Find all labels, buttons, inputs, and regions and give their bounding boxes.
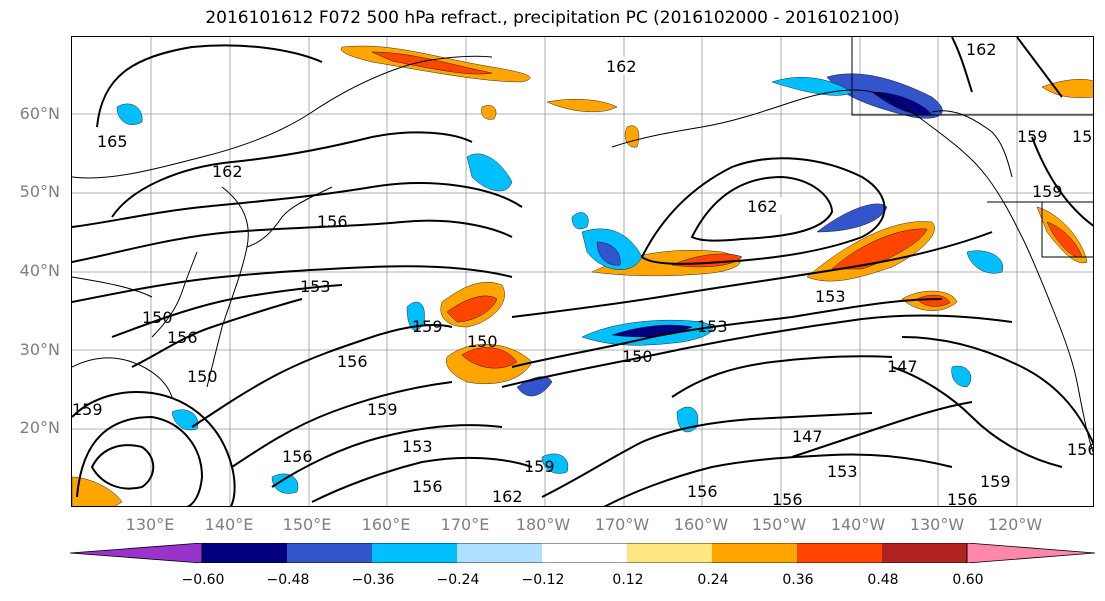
lon-label-170w: 170°W [594,515,650,534]
lat-label-20n: 20°N [19,418,60,437]
lon-label-170e: 170°E [440,515,490,534]
lon-label-140w: 140°W [830,515,886,534]
colorbar [70,543,1095,563]
contour-label: 150 [467,332,498,351]
contour-label: 159 [412,317,443,336]
contour-label: 153 [402,437,433,456]
contour-label: 156 [687,482,718,501]
colorbar-extend-low [70,543,203,563]
colorbar-segment [797,543,882,563]
contour-label: 156 [167,328,198,347]
contour-label: 162 [492,487,523,506]
contour-label: 156 [947,490,978,507]
precip-anomaly-fields [72,45,1093,506]
colorbar-tick: −0.24 [436,572,480,588]
contour-label: 159 [1017,127,1048,146]
contour-label: 159 [524,457,555,476]
colorbar-segment [457,543,542,563]
map-canvas: 162 162 162 165 162 156 153 150 156 159 … [72,37,1094,507]
contour-label: 159 [980,472,1011,491]
contour-label: 150 [142,308,173,327]
colorbar-tick: 0.48 [867,572,899,588]
colorbar-tick: −0.48 [266,572,310,588]
contour-label: 162 [606,57,637,76]
colorbar-tick: 0.12 [612,572,644,588]
colorbar-segment [542,543,627,563]
lon-label-160w: 160°W [673,515,729,534]
colorbar-tick: 0.36 [782,572,814,588]
contour-label-group: 162 162 162 165 162 156 153 150 156 159 … [72,40,1094,507]
colorbar-segment [627,543,712,563]
contour-label: 156 [772,490,803,507]
contour-label: 150 [187,367,218,386]
contour-label: 162 [966,40,997,59]
contour-label: 147 [887,357,918,376]
lat-label-50n: 50°N [19,182,60,201]
lon-label-130e: 130°E [125,515,175,534]
colorbar-tick: 0.24 [697,572,729,588]
contour-label: 153 [815,287,846,306]
colorbar-tick: −0.12 [521,572,565,588]
lon-label-130w: 130°W [909,515,965,534]
contour-label: 156 [337,352,368,371]
colorbar-segment [202,543,287,563]
colorbar-tick: −0.36 [351,572,395,588]
lon-label-150w: 150°W [751,515,807,534]
contour-label: 156 [412,477,443,496]
contour-label: 147 [792,427,823,446]
lat-label-40n: 40°N [19,261,60,280]
colorbar-tick: −0.60 [181,572,225,588]
contour-label: 156 [282,447,313,466]
contour-label: 162 [747,197,778,216]
lat-label-60n: 60°N [19,104,60,123]
refractivity-contours [72,37,1093,506]
contour-label: 153 [697,317,728,336]
chart-title: 2016101612 F072 500 hPa refract., precip… [205,8,900,28]
lon-label-120w: 120°W [987,515,1043,534]
colorbar-extend-high [966,543,1095,563]
contour-label: 159 [72,400,103,419]
colorbar-segment [882,543,967,563]
contour-label: 162 [212,162,243,181]
lon-label-150e: 150°E [282,515,332,534]
colorbar-segment [372,543,457,563]
contour-label: 159 [1072,127,1094,146]
contour-label: 156 [317,212,348,231]
lon-label-140e: 140°E [204,515,254,534]
contour-label: 159 [1032,182,1063,201]
colorbar-tick: 0.60 [952,572,984,588]
contour-label: 159 [367,400,398,419]
lon-label-160e: 160°E [361,515,411,534]
map-panel: 162 162 162 165 162 156 153 150 156 159 … [71,36,1094,507]
contour-label: 150 [622,347,653,366]
contour-label: 165 [97,132,128,151]
colorbar-segment [712,543,797,563]
contour-label: 153 [827,462,858,481]
lon-label-180w: 180°W [515,515,571,534]
colorbar-segment [287,543,372,563]
contour-label: 156 [1067,440,1094,459]
lat-label-30n: 30°N [19,340,60,359]
contour-label: 153 [300,277,331,296]
